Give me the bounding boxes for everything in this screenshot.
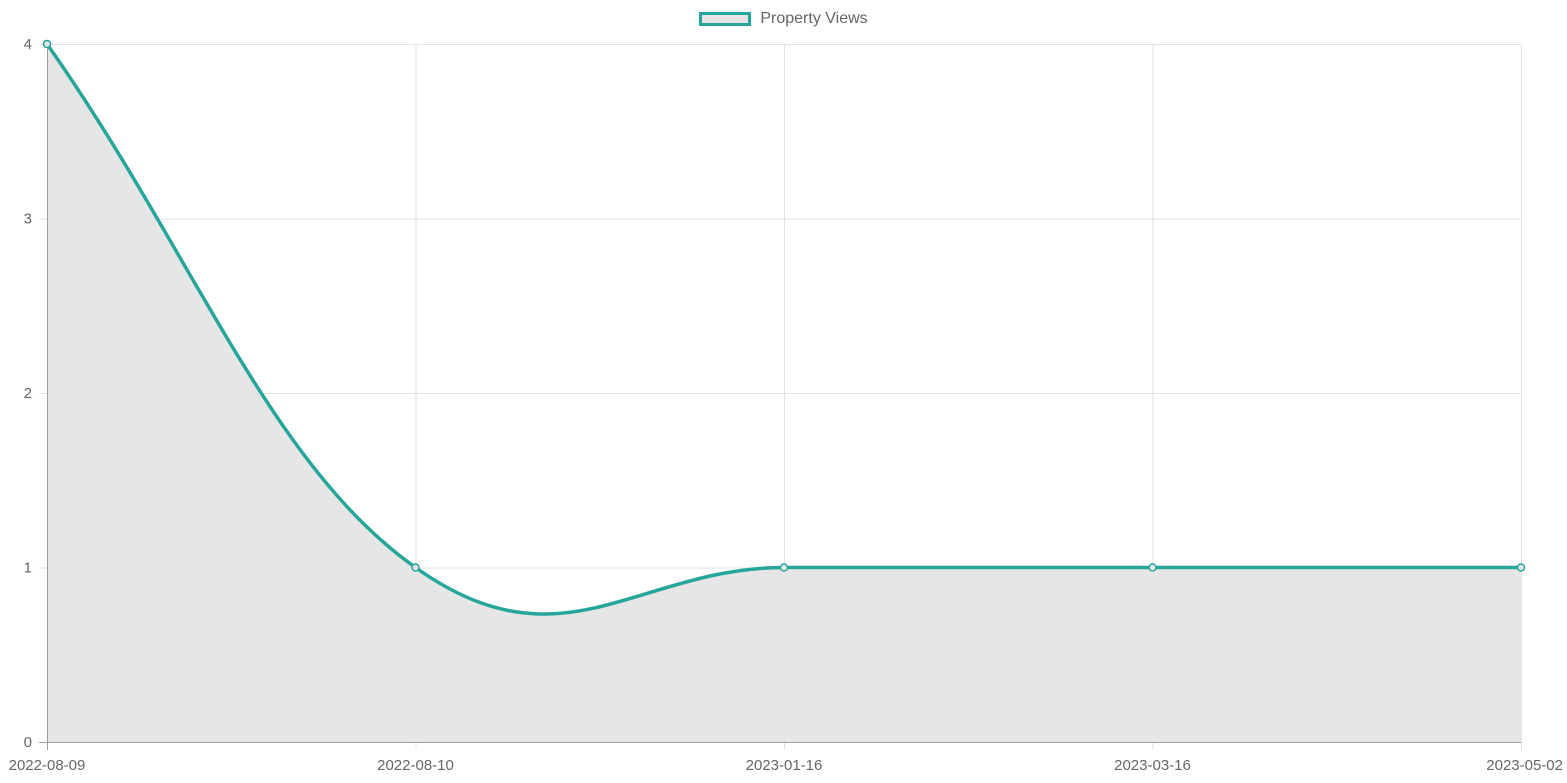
data-point	[411, 563, 420, 572]
x-tick-label: 2023-03-16	[1114, 757, 1191, 774]
y-tick-label: 2	[24, 385, 32, 402]
y-tick-label: 4	[24, 36, 32, 53]
data-point	[42, 39, 52, 49]
y-tick-label: 0	[24, 734, 32, 751]
x-tick-label: 2022-08-10	[377, 757, 454, 774]
chart-legend[interactable]: Property Views	[0, 10, 1567, 28]
legend-label: Property Views	[760, 10, 868, 27]
data-point	[779, 563, 789, 572]
y-tick-label: 1	[24, 560, 32, 577]
axes	[39, 44, 1521, 750]
tick-labels: 0 1 2 3 4 2022-08-09 2022-08-10 2023-01-16 2023-…	[9, 36, 1563, 774]
x-tick-label: 2023-01-16	[746, 757, 823, 774]
x-tick-label: 2023-05-02	[1486, 757, 1563, 774]
data-points	[42, 39, 1526, 572]
series-line-path	[45, 42, 1521, 616]
legend-swatch	[699, 12, 752, 26]
data-point	[1148, 563, 1157, 572]
data-point	[1516, 563, 1526, 572]
y-tick-label: 3	[24, 211, 32, 228]
x-tick-label: 2022-08-09	[9, 757, 86, 774]
series-line	[45, 42, 1521, 616]
